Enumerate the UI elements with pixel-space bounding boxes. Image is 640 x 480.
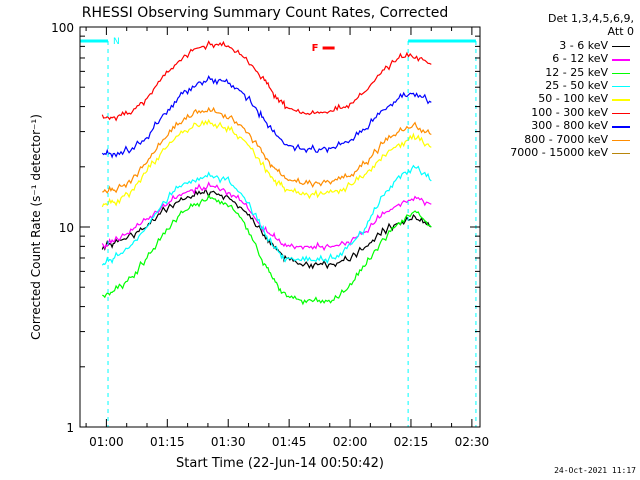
legend-label: 3 - 6 keV (559, 38, 608, 52)
legend-label: 50 - 100 keV (538, 92, 608, 106)
series-line-12-25-kev (102, 193, 432, 306)
legend-item-800-7000-kev: 800 - 7000 keV (486, 133, 634, 146)
x-tick-label: 01:15 (150, 435, 185, 449)
legend-label: 25 - 50 keV (545, 78, 608, 92)
series-line-100-300-kev (101, 40, 432, 122)
legend-item-300-800-kev: 300 - 800 keV (486, 119, 634, 132)
legend-swatch (612, 59, 630, 61)
legend-swatch (612, 45, 630, 48)
legend-header-detectors: Det 1,3,4,5,6,9, (547, 12, 634, 25)
legend-swatch (612, 152, 630, 155)
y-tick-label: 100 (51, 21, 74, 35)
y-tick-label: 1 (66, 421, 74, 435)
y-tick-label: 10 (59, 221, 74, 235)
legend-swatch (612, 139, 630, 142)
series-line-300-800-kev (101, 75, 432, 159)
series-line-25-50-kev (101, 164, 432, 266)
legend-swatch (612, 126, 630, 128)
x-axis-label: Start Time (22-Jun-14 00:50:42) (176, 456, 384, 471)
legend-label: 300 - 800 keV (531, 119, 608, 133)
series-line-3-6-kev (101, 187, 432, 270)
legend-entries: 3 - 6 keV 6 - 12 keV 12 - 25 keV 25 - 50 ke… (486, 39, 634, 160)
series-line-50-100-kev (101, 118, 432, 208)
x-tick-label: 02:30 (455, 435, 490, 449)
legend-item-7000-15000-kev: 7000 - 15000 keV (486, 146, 634, 159)
plot-series (101, 40, 432, 306)
generation-timestamp: 24-Oct-2021 11:17 (554, 466, 636, 475)
legend-label: 6 - 12 keV (552, 52, 608, 66)
y-axis: 1 10 100 (51, 21, 480, 435)
x-tick-label: 01:30 (211, 435, 246, 449)
y-axis-label: Corrected Count Rate (s⁻¹ detector⁻¹) (29, 114, 43, 340)
x-axis: 01:00 01:15 01:30 01:45 02:00 02:15 02:30 (85, 27, 490, 449)
legend-item-6-12-kev: 6 - 12 keV (486, 52, 634, 65)
legend-item-50-100-kev: 50 - 100 keV (486, 92, 634, 105)
legend-swatch (612, 85, 630, 88)
night-label: N (113, 37, 120, 47)
series-line-800-7000-kev (102, 106, 432, 194)
chart-title: RHESSI Observing Summary Count Rates, Co… (82, 5, 448, 21)
legend-label: 12 - 25 keV (545, 65, 608, 79)
legend: Det 1,3,4,5,6,9, Att 0 3 - 6 keV 6 - 12 k… (486, 12, 634, 159)
legend-label: 100 - 300 keV (531, 105, 608, 119)
flare-label: F (312, 43, 319, 54)
legend-item-3-6-kev: 3 - 6 keV (486, 39, 634, 52)
plot-frame (79, 26, 481, 428)
series-line-6-12-kev (101, 181, 432, 252)
legend-swatch (612, 72, 630, 75)
legend-header-attenuator: Att 0 (607, 25, 634, 39)
legend-item-25-50-kev: 25 - 50 keV (486, 79, 634, 92)
legend-swatch (612, 99, 630, 101)
plot-annotations: NF (80, 37, 477, 427)
x-tick-label: 01:45 (272, 435, 307, 449)
legend-label: 7000 - 15000 keV (510, 145, 608, 159)
x-tick-label: 02:00 (333, 435, 368, 449)
legend-label: 800 - 7000 keV (524, 132, 608, 146)
x-tick-label: 02:15 (394, 435, 429, 449)
legend-item-12-25-kev: 12 - 25 keV (486, 66, 634, 79)
legend-swatch (612, 112, 630, 115)
x-tick-label: 01:00 (89, 435, 124, 449)
legend-item-100-300-kev: 100 - 300 keV (486, 106, 634, 119)
